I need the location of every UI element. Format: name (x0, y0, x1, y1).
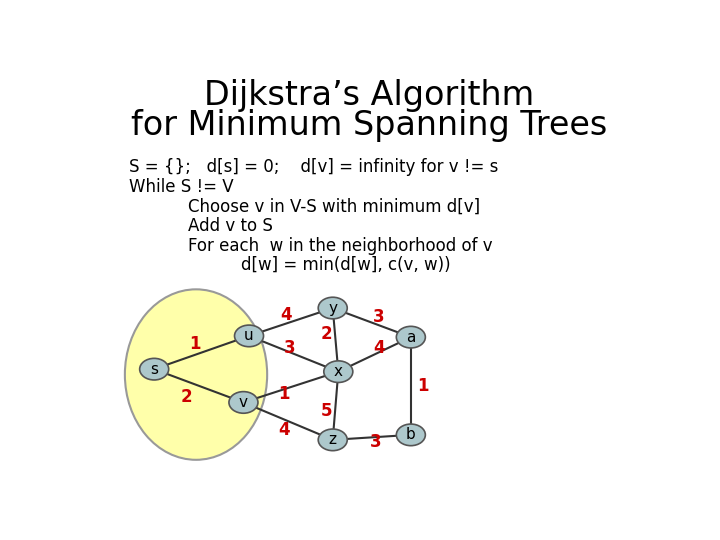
Text: s: s (150, 362, 158, 377)
Circle shape (229, 392, 258, 413)
Text: for Minimum Spanning Trees: for Minimum Spanning Trees (131, 109, 607, 141)
Text: u: u (244, 328, 254, 343)
Circle shape (396, 424, 426, 446)
Text: 4: 4 (373, 339, 385, 357)
Text: b: b (406, 427, 415, 442)
Text: For each  w in the neighborhood of v: For each w in the neighborhood of v (188, 237, 492, 255)
Circle shape (318, 429, 347, 451)
Text: y: y (328, 301, 337, 315)
Text: 3: 3 (373, 308, 385, 326)
Text: 2: 2 (320, 325, 332, 343)
Text: Dijkstra’s Algorithm: Dijkstra’s Algorithm (204, 79, 534, 112)
Circle shape (235, 325, 264, 347)
Text: 2: 2 (180, 388, 192, 407)
Text: While S != V: While S != V (129, 178, 234, 197)
Text: Choose v in V-S with minimum d[v]: Choose v in V-S with minimum d[v] (188, 198, 480, 216)
Text: 4: 4 (281, 306, 292, 324)
Circle shape (140, 359, 168, 380)
Text: z: z (329, 433, 337, 447)
Text: d[w] = min(d[w], c(v, w)): d[w] = min(d[w], c(v, w)) (240, 256, 450, 274)
Text: Add v to S: Add v to S (188, 217, 273, 235)
Text: 3: 3 (370, 433, 382, 451)
Text: 1: 1 (417, 377, 428, 395)
Circle shape (318, 297, 347, 319)
Text: 5: 5 (320, 402, 332, 420)
Text: a: a (406, 329, 415, 345)
Text: S = {};   d[s] = 0;    d[v] = infinity for v != s: S = {}; d[s] = 0; d[v] = infinity for v … (129, 158, 498, 176)
Text: v: v (239, 395, 248, 410)
Text: 1: 1 (189, 335, 201, 353)
Text: 1: 1 (279, 385, 290, 403)
Text: x: x (334, 364, 343, 379)
Circle shape (324, 361, 353, 382)
Text: 4: 4 (279, 421, 290, 439)
Circle shape (396, 326, 426, 348)
Ellipse shape (125, 289, 267, 460)
Text: 3: 3 (284, 339, 296, 356)
